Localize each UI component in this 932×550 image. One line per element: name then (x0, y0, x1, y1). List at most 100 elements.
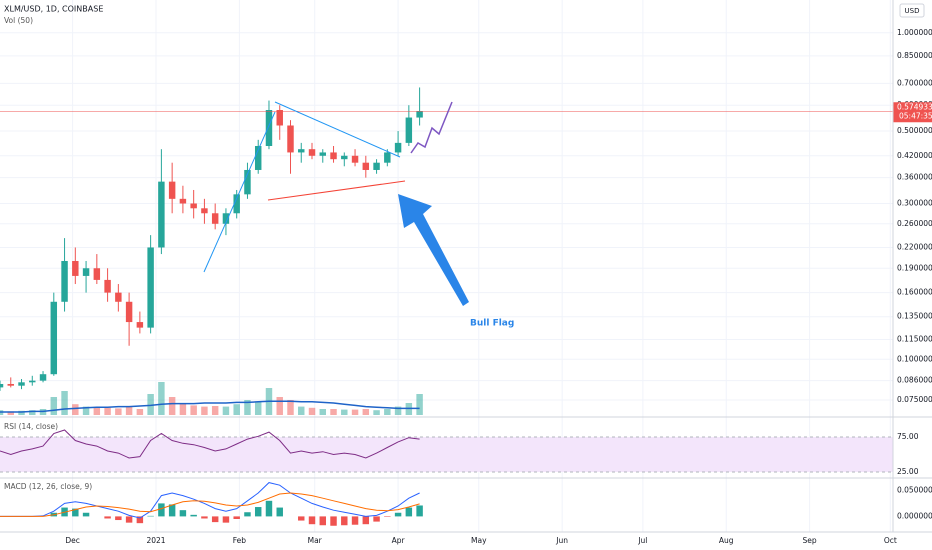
y-tick-label: 1.000000 (897, 28, 932, 37)
volume-bar (384, 409, 391, 415)
rsi-line (0, 429, 420, 459)
candle-body (72, 260, 79, 276)
volume-bar (341, 409, 348, 415)
candle-body (104, 279, 111, 293)
candle-body (233, 194, 240, 214)
x-tick-label: Jun (555, 536, 568, 545)
macd-histogram-bar (222, 516, 230, 523)
y-tick-label: 0.160000 (897, 288, 932, 297)
macd-histogram-bar (190, 514, 197, 517)
candle-body (330, 152, 337, 160)
candle-body (190, 203, 197, 209)
candle-body (319, 152, 326, 156)
volume-label: Vol (50) (4, 16, 33, 25)
volume-bar (351, 409, 359, 415)
y-tick-label: 0.190000 (897, 263, 932, 272)
macd-histogram-bar (362, 516, 370, 525)
volume-bar (276, 397, 283, 415)
currency-button[interactable] (899, 3, 925, 18)
candle-body (82, 268, 90, 276)
projection-path (410, 101, 453, 154)
macd-histogram-bar (373, 516, 380, 522)
candle-body (362, 162, 370, 170)
x-tick-label: Aug (719, 536, 734, 545)
candle-body (147, 247, 154, 328)
candle-body (341, 155, 348, 160)
y-tick-label: 0.075000 (897, 395, 932, 404)
candle-body (211, 213, 219, 224)
annotation: Bull Flag (470, 319, 514, 329)
last-price: 0.574933 (897, 102, 932, 111)
rsi-band (0, 437, 893, 472)
volume-bar (147, 394, 154, 415)
currency[interactable]: USD (905, 7, 920, 15)
macd-histogram-bar (244, 512, 251, 517)
macd-histogram-bar (168, 504, 176, 517)
x-tick-label: Sep (803, 536, 817, 545)
macd-histogram-bar (201, 516, 208, 519)
candle-body (18, 382, 25, 386)
x-tick-label: Oct (884, 536, 897, 545)
last-price-tag (893, 102, 932, 123)
symbol-title: XLM/USD, 1D, COINBASE (4, 5, 103, 14)
macd-histogram-bar (405, 507, 413, 517)
y-tick-label: 0.850000 (897, 51, 932, 60)
volume-bar (394, 406, 402, 415)
x-tick-label: Jul (637, 536, 647, 545)
macd-histogram-bar (104, 516, 111, 519)
candle-body (168, 181, 176, 199)
volume-bar (168, 397, 176, 415)
y-tick-label: 0.000000 (897, 511, 932, 520)
macd-histogram-bar (416, 505, 423, 517)
arrow (398, 194, 469, 306)
y-tick-label: 0.050000 (897, 485, 932, 494)
volume-bar (93, 407, 101, 415)
volume-bar (82, 406, 90, 415)
macd-line: MACD (0, 482, 420, 519)
volume-bar (298, 406, 305, 415)
candle-body (265, 110, 273, 146)
candle-body (61, 260, 68, 302)
x-tick-label: Mar (308, 536, 323, 545)
macd-line: Signal (0, 492, 420, 517)
y-tick-label: 0.260000 (897, 219, 932, 228)
volume-bar (29, 410, 36, 415)
x-tick-label: 2021 (146, 536, 165, 545)
volume-bar (7, 411, 14, 415)
volume-bar (201, 406, 208, 415)
candle-body (50, 301, 58, 375)
volume-bar (330, 409, 337, 415)
macd-histogram-bar (179, 510, 187, 517)
y-tick-label: 25.00 (897, 467, 919, 476)
candle-body (0, 383, 4, 388)
macd-histogram-bar (298, 516, 305, 521)
y-tick-label: 0.220000 (897, 242, 932, 251)
volume-bar (416, 394, 423, 415)
macd-histogram-bar (319, 516, 326, 526)
y-tick-label: 75.00 (897, 432, 919, 441)
volume-bar (179, 403, 187, 415)
candle-body (125, 301, 133, 323)
candle-body (158, 181, 165, 248)
candle-body (7, 383, 14, 386)
macd-histogram-bar (394, 512, 402, 517)
volume-bar (211, 406, 219, 415)
volume-bar (104, 407, 111, 415)
volume-bar (254, 401, 262, 415)
y-tick-label: 0.115000 (897, 334, 932, 343)
y-tick-label: 0.086000 (897, 376, 932, 385)
candle-body (276, 110, 283, 126)
y-tick-label: 0.420000 (897, 151, 932, 160)
volume-bar (244, 400, 251, 415)
y-tick-label: 0.135000 (897, 312, 932, 321)
candle-body (405, 117, 413, 143)
y-tick-label: 0.700000 (897, 78, 932, 87)
macd-histogram-bar (211, 516, 219, 523)
x-tick-label: Feb (233, 536, 247, 545)
y-tick-label: 0.100000 (897, 354, 932, 363)
volume-bar (190, 405, 197, 415)
macd-histogram-bar (115, 516, 122, 521)
volume-bar (222, 406, 230, 415)
